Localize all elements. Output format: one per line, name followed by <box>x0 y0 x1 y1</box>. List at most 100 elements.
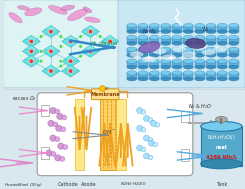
Circle shape <box>63 145 68 149</box>
Ellipse shape <box>161 71 171 75</box>
Ellipse shape <box>172 23 182 28</box>
Ellipse shape <box>127 41 137 45</box>
Bar <box>181 149 189 161</box>
Circle shape <box>108 39 112 44</box>
Ellipse shape <box>172 59 182 64</box>
Ellipse shape <box>172 65 182 69</box>
Circle shape <box>137 125 143 131</box>
Polygon shape <box>64 65 80 71</box>
Bar <box>172 26 182 32</box>
Circle shape <box>150 120 156 126</box>
Circle shape <box>48 120 54 126</box>
Circle shape <box>55 137 60 142</box>
Ellipse shape <box>172 46 186 52</box>
Circle shape <box>29 39 34 44</box>
Text: $N_2$ & $H_2O$: $N_2$ & $H_2O$ <box>188 102 213 111</box>
Polygon shape <box>62 65 80 77</box>
Bar <box>229 37 239 43</box>
Ellipse shape <box>161 23 171 28</box>
Ellipse shape <box>229 30 239 34</box>
Circle shape <box>62 115 67 120</box>
Ellipse shape <box>68 9 87 21</box>
Ellipse shape <box>195 41 205 45</box>
Ellipse shape <box>217 53 227 57</box>
Circle shape <box>141 128 146 132</box>
Polygon shape <box>101 36 119 47</box>
Circle shape <box>57 113 63 120</box>
Ellipse shape <box>184 23 193 28</box>
Circle shape <box>148 140 154 146</box>
Circle shape <box>39 50 43 53</box>
Ellipse shape <box>138 59 148 64</box>
Text: Humidified $O_2$(g): Humidified $O_2$(g) <box>4 180 43 189</box>
Text: $OH^-$: $OH^-$ <box>102 128 116 136</box>
Text: Cathode: Cathode <box>58 182 78 187</box>
Bar <box>127 61 137 67</box>
Polygon shape <box>64 55 80 61</box>
Circle shape <box>137 108 143 114</box>
Ellipse shape <box>186 38 206 48</box>
Bar <box>138 73 148 79</box>
Ellipse shape <box>172 35 182 40</box>
Polygon shape <box>84 45 99 51</box>
Ellipse shape <box>138 53 148 57</box>
Ellipse shape <box>18 6 29 10</box>
Circle shape <box>59 35 63 38</box>
Bar <box>138 37 148 43</box>
Ellipse shape <box>138 23 148 28</box>
Circle shape <box>61 127 66 132</box>
Ellipse shape <box>172 30 182 34</box>
Circle shape <box>55 155 61 161</box>
Bar <box>217 61 227 67</box>
Bar <box>172 49 182 55</box>
Polygon shape <box>64 36 80 41</box>
Bar <box>161 37 171 43</box>
Bar <box>229 73 239 79</box>
Ellipse shape <box>149 71 159 75</box>
FancyBboxPatch shape <box>37 93 193 176</box>
Ellipse shape <box>138 41 148 45</box>
Bar <box>41 105 49 116</box>
Text: neat: neat <box>215 145 227 149</box>
Bar <box>127 49 137 55</box>
Bar <box>149 37 159 43</box>
FancyBboxPatch shape <box>118 0 245 88</box>
Ellipse shape <box>127 77 137 81</box>
Circle shape <box>59 59 63 63</box>
Ellipse shape <box>138 71 148 75</box>
Circle shape <box>79 45 82 48</box>
Ellipse shape <box>127 35 137 40</box>
Ellipse shape <box>202 49 215 55</box>
Ellipse shape <box>195 65 205 69</box>
Bar <box>206 26 216 32</box>
Ellipse shape <box>184 47 193 52</box>
Bar <box>100 99 116 170</box>
Bar <box>229 26 239 32</box>
Bar <box>206 73 216 79</box>
Ellipse shape <box>229 59 239 64</box>
Circle shape <box>59 45 63 48</box>
Text: $H_2$ plasma: $H_2$ plasma <box>90 39 119 48</box>
Polygon shape <box>23 36 40 47</box>
Ellipse shape <box>229 53 239 57</box>
Ellipse shape <box>172 41 182 45</box>
Polygon shape <box>44 45 60 51</box>
Ellipse shape <box>172 77 182 81</box>
Ellipse shape <box>195 35 205 40</box>
Ellipse shape <box>161 41 171 45</box>
Bar <box>195 37 205 43</box>
Ellipse shape <box>172 53 182 57</box>
Ellipse shape <box>217 41 227 45</box>
Ellipse shape <box>149 53 159 57</box>
Ellipse shape <box>229 35 239 40</box>
Ellipse shape <box>206 65 216 69</box>
Circle shape <box>50 135 56 141</box>
Ellipse shape <box>172 47 182 52</box>
Ellipse shape <box>161 35 171 40</box>
Circle shape <box>144 115 149 121</box>
Ellipse shape <box>229 65 239 69</box>
Polygon shape <box>42 45 60 57</box>
Ellipse shape <box>206 59 216 64</box>
Bar <box>201 126 242 166</box>
Ellipse shape <box>195 47 205 52</box>
